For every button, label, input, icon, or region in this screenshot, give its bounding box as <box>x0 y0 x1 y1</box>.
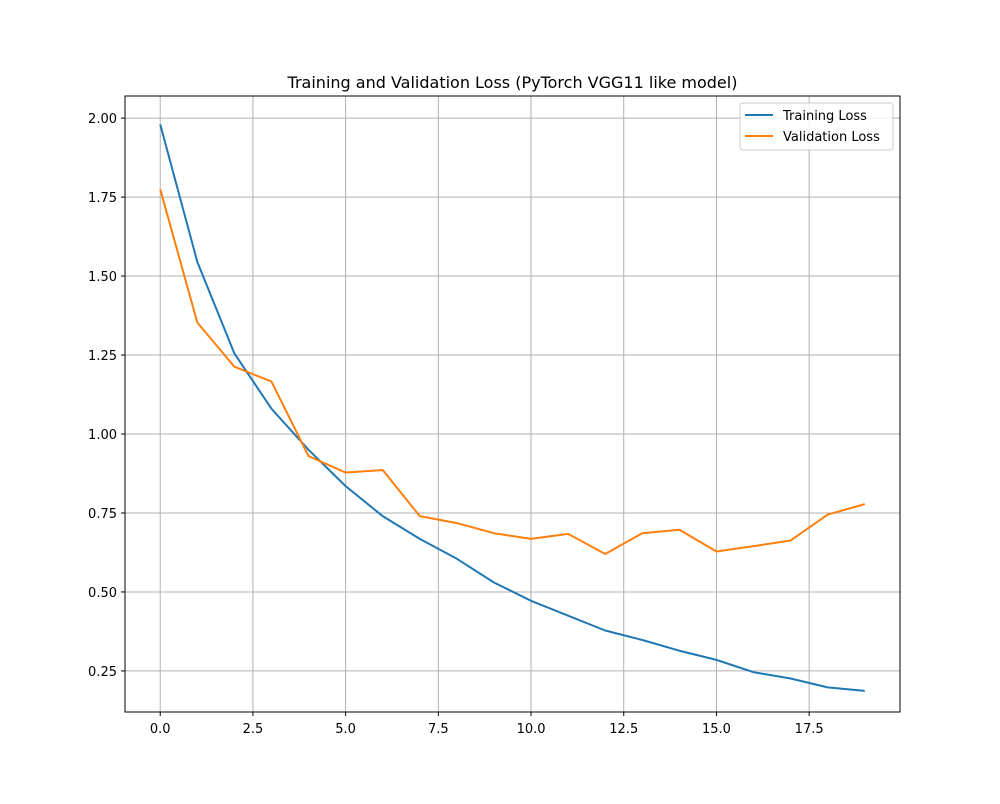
x-tick-label: 15.0 <box>702 722 731 737</box>
y-tick-label: 1.50 <box>88 270 117 285</box>
y-tick-label: 0.50 <box>88 586 117 601</box>
x-tick-label: 10.0 <box>517 722 546 737</box>
y-tick-label: 1.25 <box>88 349 117 364</box>
x-tick-label: 17.5 <box>795 722 824 737</box>
y-tick-label: 1.75 <box>88 191 117 206</box>
x-tick-label: 0.0 <box>150 722 171 737</box>
y-tick-label: 0.75 <box>88 507 117 522</box>
legend: Training Loss Validation Loss <box>739 102 894 151</box>
legend-box <box>739 102 894 151</box>
legend-label-validation-loss: Validation Loss <box>783 130 880 145</box>
x-tick-label: 5.0 <box>335 722 356 737</box>
legend-label-training-loss: Training Loss <box>782 109 867 124</box>
y-tick-label: 2.00 <box>88 112 117 127</box>
y-tick-label: 1.00 <box>88 428 117 443</box>
x-tick-label: 7.5 <box>428 722 449 737</box>
chart-title: Training and Validation Loss (PyTorch VG… <box>287 73 738 92</box>
x-axis: 0.0 2.5 5.0 7.5 10.0 12.5 15.0 17.5 <box>150 712 824 737</box>
x-tick-label: 12.5 <box>609 722 638 737</box>
series-line-validation-loss <box>159 188 866 556</box>
series-line-training-loss <box>159 124 865 692</box>
y-axis: 0.25 0.50 0.75 1.00 1.25 1.50 1.75 2.00 <box>88 112 125 680</box>
x-tick-label: 2.5 <box>243 722 264 737</box>
y-tick-label: 0.25 <box>88 665 117 680</box>
series-layer <box>159 124 866 692</box>
plot-frame <box>124 95 901 713</box>
